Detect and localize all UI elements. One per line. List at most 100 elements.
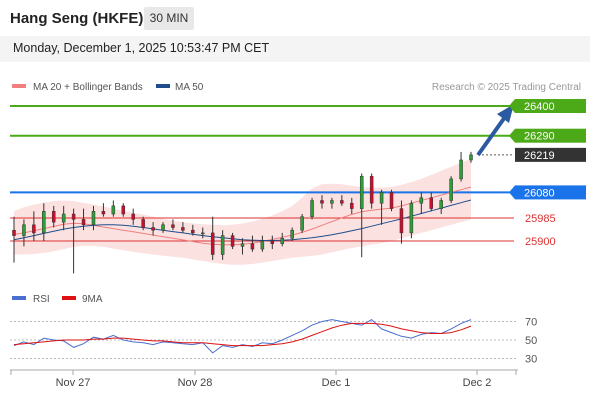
ma50-legend-label: MA 50 bbox=[175, 82, 204, 93]
bollinger-band-fill bbox=[14, 158, 471, 265]
candle-body bbox=[141, 219, 145, 228]
candle-body bbox=[61, 213, 66, 223]
candle-body bbox=[151, 227, 155, 231]
instrument-title: Hang Seng (HKFE) bbox=[10, 10, 144, 27]
candle-body bbox=[121, 205, 126, 215]
datetime-bar bbox=[0, 36, 590, 62]
level-label-26290: 26290 bbox=[524, 131, 555, 143]
candle-body bbox=[12, 229, 16, 236]
x-axis-labels: Nov 27 Nov 28 Dec 1 Dec 2 bbox=[10, 370, 517, 389]
candlestick-group bbox=[12, 151, 473, 274]
rsi-tick-label: 30 bbox=[525, 354, 537, 366]
candle-body bbox=[350, 202, 354, 209]
candle-body bbox=[32, 224, 36, 234]
x-tick-label: Dec 1 bbox=[322, 377, 351, 389]
price-label-group: 26400 26290 26219 26080 25985 25900 bbox=[509, 99, 586, 248]
candle bbox=[240, 238, 245, 255]
candle-body bbox=[42, 211, 46, 234]
candle bbox=[51, 205, 56, 228]
level-pointer-26290 bbox=[509, 128, 515, 143]
ma9-legend-swatch bbox=[62, 296, 76, 300]
candle bbox=[379, 189, 384, 225]
ma50-legend-swatch bbox=[156, 84, 170, 88]
candle bbox=[22, 219, 26, 247]
candle bbox=[429, 192, 434, 212]
candle bbox=[191, 224, 195, 236]
bollinger-band-group bbox=[14, 158, 471, 265]
rsi-tick-label: 70 bbox=[525, 317, 537, 329]
candle-body bbox=[310, 200, 314, 217]
candle bbox=[250, 235, 255, 252]
candle-body bbox=[230, 235, 235, 247]
forecast-arrow-head bbox=[497, 104, 514, 123]
candle-body bbox=[439, 200, 443, 209]
candle bbox=[419, 192, 424, 214]
level-tag-26080 bbox=[515, 185, 586, 200]
research-credit: Research © 2025 Trading Central bbox=[432, 82, 581, 93]
candle-body bbox=[280, 238, 284, 244]
candle bbox=[101, 203, 106, 217]
candle bbox=[42, 203, 46, 241]
candle bbox=[280, 232, 284, 247]
level-pointer-26080 bbox=[509, 185, 515, 200]
candle-body bbox=[210, 232, 215, 255]
candle-body bbox=[399, 208, 404, 234]
rsi-lines bbox=[13, 318, 472, 354]
candle-body bbox=[71, 213, 76, 220]
candle bbox=[220, 230, 225, 260]
candle bbox=[32, 211, 36, 241]
timeframe-badge[interactable]: 30 MIN bbox=[144, 7, 194, 30]
candle-body bbox=[171, 224, 175, 228]
candle-body bbox=[240, 243, 245, 247]
candle bbox=[131, 208, 135, 225]
candle bbox=[61, 205, 66, 231]
candle bbox=[330, 197, 334, 209]
candle bbox=[340, 195, 344, 206]
candle bbox=[12, 216, 16, 263]
forecast-arrow-group bbox=[476, 104, 514, 157]
candle bbox=[369, 173, 374, 209]
ma9-legend-label: 9MA bbox=[82, 294, 103, 305]
candle bbox=[290, 227, 294, 241]
candle bbox=[320, 195, 324, 209]
ma20-legend-label: MA 20 + Bollinger Bands bbox=[33, 82, 143, 93]
candle bbox=[389, 189, 394, 212]
candle-body bbox=[459, 159, 463, 180]
candle-body bbox=[250, 243, 255, 250]
x-tick-label: Dec 2 bbox=[463, 377, 492, 389]
level-tag-26219 bbox=[515, 147, 586, 162]
candle-body bbox=[191, 229, 195, 234]
candle-body bbox=[300, 216, 304, 231]
candle-body bbox=[81, 219, 86, 226]
candle bbox=[350, 197, 354, 214]
rsi-grid: 70 50 30 bbox=[10, 317, 537, 366]
x-tick-label: Nov 27 bbox=[56, 377, 91, 389]
candle-body bbox=[131, 213, 135, 220]
candle-body bbox=[201, 232, 205, 235]
candle bbox=[181, 222, 185, 233]
rsi-ma9-line bbox=[13, 322, 472, 347]
forecast-arrow-shaft bbox=[476, 115, 507, 157]
candle-body bbox=[161, 224, 165, 231]
level-tag-26400 bbox=[515, 99, 586, 113]
level-label-26219: 26219 bbox=[524, 150, 555, 162]
level-label-25985: 25985 bbox=[525, 213, 556, 225]
candle-body bbox=[91, 211, 96, 226]
candle bbox=[141, 216, 145, 231]
level-pointer-26400 bbox=[509, 99, 515, 113]
candle bbox=[310, 197, 314, 220]
candle bbox=[270, 235, 275, 250]
candle-body bbox=[181, 227, 185, 231]
candle bbox=[91, 205, 96, 231]
level-label-25900: 25900 bbox=[525, 236, 556, 248]
candle bbox=[449, 176, 453, 204]
level-label-26400: 26400 bbox=[524, 101, 555, 113]
candle bbox=[439, 197, 443, 214]
candle bbox=[161, 222, 165, 233]
x-tick-label: Nov 28 bbox=[178, 377, 213, 389]
candle-body bbox=[51, 211, 56, 223]
candle-body bbox=[359, 175, 364, 209]
candle-body bbox=[111, 205, 116, 215]
candle-body bbox=[340, 200, 344, 204]
